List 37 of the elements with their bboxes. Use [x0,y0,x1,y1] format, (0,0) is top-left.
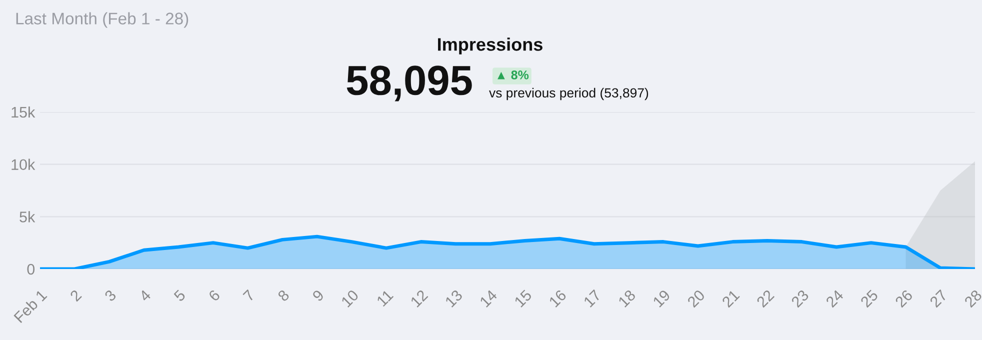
text: 58,095 [346,66,472,102]
x-tick-label: 9 [312,289,324,302]
y-tick-label: 15k [12,106,36,118]
x-tick-label: 25 [860,289,879,308]
y-tick-label: 10k [12,158,36,170]
x-tick-label: 6 [208,289,221,302]
x-tick-label: 3 [104,289,117,302]
x-tick-label: 15 [514,289,532,308]
x-tick-label: 19 [652,289,671,308]
y-tick-label: 0 [27,264,35,275]
x-tick-label: 22 [756,289,775,308]
x-tick-label: 12 [410,289,428,308]
x-tick-label: 24 [825,289,844,308]
x-tick-label: 21 [721,289,740,308]
x-tick-label: 14 [479,289,498,308]
x-tick-label: Feb 1 [13,288,48,324]
x-tick-label: 4 [138,289,152,302]
y-tick-label: 5k [20,211,36,222]
x-tick-label: 23 [790,289,810,308]
x-tick-label: 27 [929,289,948,308]
x-tick-label: 11 [376,289,394,307]
text: vs previous period (53,897) [489,88,648,100]
chart-subtitle: Last Month (Feb 1 - 28) [16,12,188,28]
chart-title: Impressions [438,38,542,54]
x-tick-label: 20 [686,289,706,308]
x-tick-label: 8 [277,289,290,302]
x-tick-label: 5 [173,289,186,302]
x-tick-label: 17 [583,289,602,308]
text: ▲ 8% [498,70,529,80]
x-tick-label: 2 [69,289,82,302]
x-tick-label: 28 [964,289,982,308]
x-tick-label: 7 [242,289,256,302]
x-tick-label: 13 [444,289,464,308]
x-tick-label: 26 [894,289,914,308]
x-tick-label: 10 [340,289,360,308]
x-tick-label: 16 [548,289,567,308]
x-tick-label: 18 [618,289,636,308]
